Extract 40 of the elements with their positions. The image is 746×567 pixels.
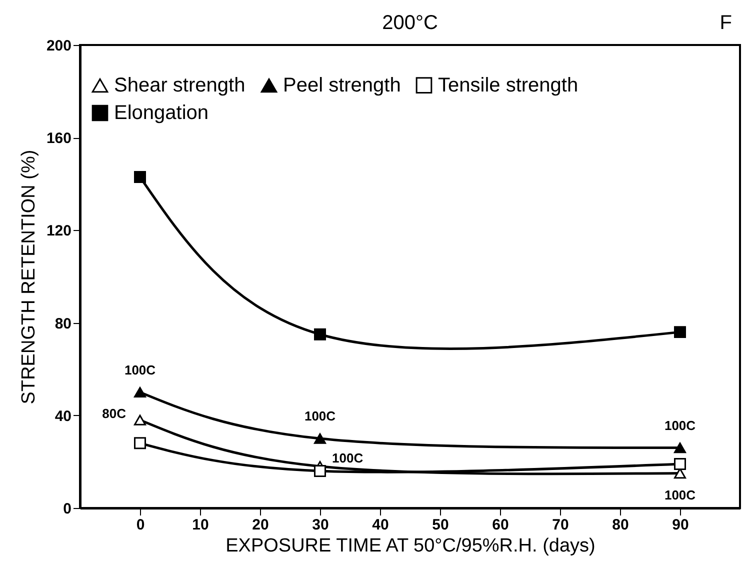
- x-tick-label: 0: [136, 516, 145, 534]
- point: [134, 386, 146, 398]
- point: [674, 458, 686, 470]
- x-tick-label: 10: [192, 516, 209, 534]
- text: F: [720, 12, 732, 34]
- x-tick-label: 30: [312, 516, 329, 534]
- y-axis-title: STRENGTH RETENTION (%): [18, 150, 40, 404]
- chart-title: 200°C: [382, 12, 438, 34]
- annotation: 80C: [102, 406, 127, 422]
- point: [674, 326, 686, 338]
- y-tick-label: 160: [46, 130, 72, 148]
- x-tick-label: 40: [372, 516, 389, 534]
- annotation: 100C: [664, 487, 696, 502]
- x-tick-label: 60: [492, 516, 509, 534]
- x-axis-title: EXPOSURE TIME AT 50°C/95%R.H. (days): [226, 536, 596, 556]
- point: [314, 464, 326, 477]
- annotation: 100C: [304, 408, 336, 424]
- x-tick-label: 70: [552, 516, 569, 534]
- y-tick-label: 40: [54, 408, 72, 425]
- annotation: 100C: [332, 450, 364, 466]
- y-tick-label: 0: [63, 500, 72, 518]
- x-tick-label: 80: [612, 516, 629, 534]
- legend-label: Tensile strength: [438, 74, 578, 96]
- point: [674, 442, 686, 454]
- legend-label: Elongation: [114, 102, 209, 124]
- point: [134, 414, 146, 426]
- point: [134, 437, 146, 450]
- point: [314, 433, 326, 444]
- annotation: 100C: [664, 418, 696, 433]
- legend-label: Shear strength: [114, 74, 246, 96]
- x-tick-label: 20: [252, 516, 269, 534]
- x-tick-label: 90: [672, 516, 689, 534]
- point: [134, 170, 146, 183]
- annotation: 100C: [124, 362, 156, 378]
- y-tick-label: 120: [46, 222, 72, 240]
- x-tick-label: 50: [432, 516, 449, 534]
- legend-label: Peel strength: [283, 74, 401, 96]
- point: [314, 328, 326, 340]
- y-tick-label: 80: [54, 315, 72, 332]
- y-tick-label: 200: [46, 38, 72, 54]
